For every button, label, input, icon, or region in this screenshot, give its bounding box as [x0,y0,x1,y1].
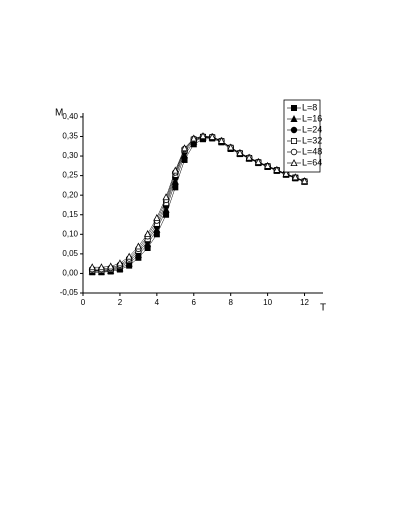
marker [264,161,272,169]
legend-marker [290,126,298,134]
marker [199,132,207,140]
x-tick-label: 8 [228,298,233,307]
marker [171,166,179,174]
y-tick-label: 0,20 [62,190,78,199]
marker [300,177,309,185]
marker [97,263,106,271]
series-line [92,137,305,272]
marker [172,184,179,191]
marker [273,165,281,173]
marker [245,153,253,161]
marker [217,136,226,144]
x-tick-label: 0 [81,298,86,307]
legend-marker [290,159,298,167]
marker [107,262,115,270]
legend-label: L=64 [302,157,322,167]
y-tick-label: 0,00 [62,269,78,278]
x-tick-label: 2 [118,298,123,307]
y-tick-label: 0,30 [62,151,78,160]
marker [144,229,152,237]
legend-marker [290,148,298,156]
marker [134,242,142,250]
marker [125,252,133,260]
marker [282,169,290,177]
series-line [92,136,305,270]
y-tick-label: 0,35 [62,132,78,141]
y-axis-title: M [55,108,63,119]
x-axis-title: T [320,303,326,314]
legend-marker [290,115,298,122]
y-tick-label: 0,05 [62,249,78,258]
marker [163,211,170,218]
legend-label: L=48 [302,146,322,156]
series-line [92,135,305,268]
series-line [92,137,305,271]
marker [291,173,299,181]
legend-label: L=32 [302,135,322,145]
series-line [92,138,305,273]
marker [88,263,96,271]
legend-marker [290,105,297,112]
y-tick-label: 0,10 [62,229,78,238]
x-tick-label: 10 [263,298,272,307]
marker [236,148,244,156]
marker [180,144,189,152]
x-tick-label: 12 [300,298,309,307]
x-tick-label: 4 [155,298,160,307]
legend-marker [290,137,297,144]
marker [153,213,161,221]
y-tick-label: 0,25 [62,171,78,180]
series-line [92,136,305,271]
marker [190,134,198,142]
y-tick-label: 0,40 [62,112,78,121]
legend-label: L=16 [302,113,322,123]
marker [162,193,170,201]
marker [208,132,216,140]
marker [116,259,124,267]
marker [227,143,235,151]
legend-label: L=8 [302,102,317,112]
x-tick-label: 6 [192,298,197,307]
y-tick-label: -0,05 [60,288,79,297]
legend-label: L=24 [302,124,322,134]
legend-box [283,99,321,173]
y-tick-label: 0,15 [62,210,78,219]
marker [254,157,262,165]
